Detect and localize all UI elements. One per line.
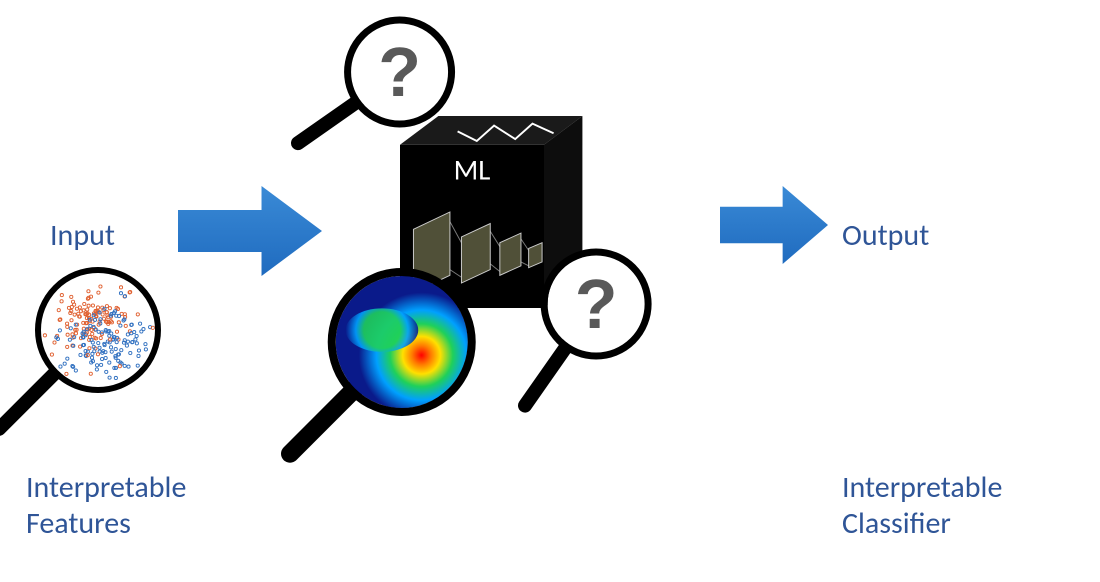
arrow-ml-to-output	[720, 186, 828, 264]
svg-text:?: ?	[575, 265, 618, 343]
interpretable-classifier-label: Interpretable Classifier	[842, 470, 1002, 542]
question-lens-right-icon: ?	[505, 232, 668, 426]
interpretable-classifier-line2: Classifier	[842, 505, 951, 542]
input-label: Input	[50, 218, 115, 254]
output-label: Output	[842, 218, 929, 254]
input-scatter-lens-icon	[0, 250, 178, 449]
interpretable-features-label: Interpretable Features	[26, 470, 186, 542]
svg-text:?: ?	[379, 33, 422, 111]
interpretable-features-line1: Interpretable	[26, 469, 186, 506]
interpretable-features-line2: Features	[26, 505, 131, 542]
diagram-canvas: Input Interpretable Features Output Inte…	[0, 0, 1100, 582]
heatmap-lens-icon	[270, 252, 492, 474]
question-lens-top-icon: ?	[278, 0, 472, 163]
interpretable-classifier-line1: Interpretable	[842, 469, 1002, 506]
